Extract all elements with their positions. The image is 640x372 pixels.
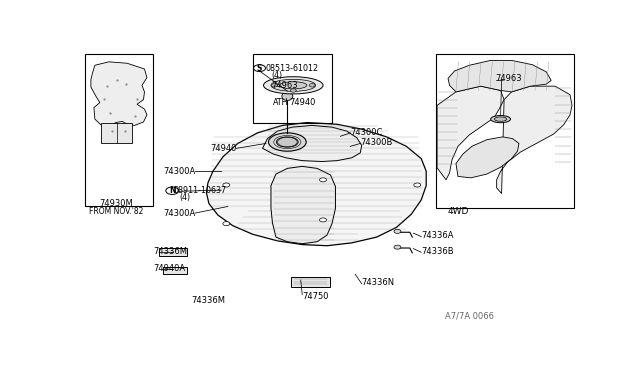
Text: 74940: 74940	[289, 98, 316, 107]
Bar	[85, 54, 154, 206]
Text: 74336A: 74336A	[421, 231, 454, 240]
Ellipse shape	[271, 79, 316, 92]
Circle shape	[291, 89, 296, 92]
Text: 74963: 74963	[495, 74, 522, 83]
Text: 74930M: 74930M	[99, 199, 132, 208]
Text: 08513-61012: 08513-61012	[266, 64, 319, 73]
Ellipse shape	[269, 133, 306, 151]
Circle shape	[319, 178, 326, 182]
Text: A7/7A 0066: A7/7A 0066	[445, 311, 493, 320]
Text: S: S	[257, 64, 262, 73]
Text: 74300A: 74300A	[163, 209, 195, 218]
Circle shape	[319, 218, 326, 222]
Text: 74336N: 74336N	[362, 279, 395, 288]
Circle shape	[394, 230, 401, 233]
Ellipse shape	[282, 92, 292, 100]
Text: 74940: 74940	[210, 144, 236, 153]
Ellipse shape	[495, 117, 507, 121]
Polygon shape	[101, 124, 132, 142]
Ellipse shape	[264, 77, 323, 94]
Circle shape	[414, 183, 420, 187]
Ellipse shape	[280, 82, 307, 89]
Polygon shape	[159, 248, 187, 256]
Text: FROM NOV.'82: FROM NOV.'82	[88, 207, 143, 216]
Text: (4): (4)	[271, 71, 282, 80]
Text: 08911-10637: 08911-10637	[173, 186, 227, 195]
Polygon shape	[291, 277, 330, 287]
Polygon shape	[262, 125, 362, 161]
Ellipse shape	[276, 137, 298, 147]
Polygon shape	[163, 267, 187, 275]
Bar	[253, 54, 332, 122]
Circle shape	[271, 84, 277, 87]
Text: 74336B: 74336B	[421, 247, 454, 256]
Text: 74300B: 74300B	[360, 138, 392, 147]
Circle shape	[278, 79, 296, 89]
Polygon shape	[448, 60, 551, 92]
Text: 74963: 74963	[271, 81, 298, 90]
Text: (4): (4)	[179, 193, 190, 202]
Circle shape	[223, 222, 230, 226]
Polygon shape	[497, 86, 572, 193]
Polygon shape	[207, 122, 426, 246]
Text: 74750: 74750	[302, 292, 329, 301]
Circle shape	[309, 84, 315, 87]
Text: ATH: ATH	[273, 98, 288, 107]
Polygon shape	[437, 86, 504, 180]
Polygon shape	[271, 166, 335, 244]
Polygon shape	[91, 62, 147, 127]
Bar	[436, 54, 573, 208]
Polygon shape	[456, 137, 519, 178]
Text: 74336M: 74336M	[154, 247, 188, 256]
Ellipse shape	[491, 116, 511, 123]
Text: 74940A: 74940A	[154, 264, 186, 273]
Circle shape	[223, 183, 230, 187]
Text: N: N	[169, 186, 175, 195]
Text: 4WD: 4WD	[448, 207, 469, 216]
Circle shape	[394, 245, 401, 249]
Text: 74300C: 74300C	[350, 128, 383, 137]
Text: 74336M: 74336M	[191, 296, 226, 305]
Text: 74300A: 74300A	[163, 167, 195, 176]
